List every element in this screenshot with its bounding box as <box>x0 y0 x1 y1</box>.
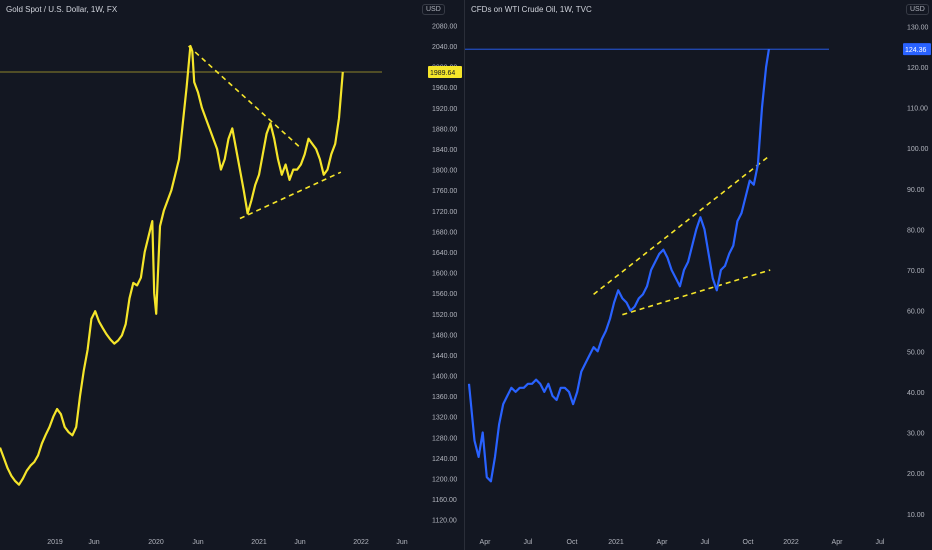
y-tick-label: 40.00 <box>907 390 925 397</box>
y-tick-label: 1280.00 <box>432 435 457 442</box>
y-tick-label: 1160.00 <box>432 497 457 504</box>
y-tick-label: 110.00 <box>907 106 928 113</box>
x-tick-label: Jun <box>88 539 99 546</box>
x-tick-label: Jun <box>396 539 407 546</box>
y-tick-label: 1120.00 <box>432 518 457 525</box>
last-price-badge <box>428 65 462 78</box>
y-tick-label: 1240.00 <box>432 456 457 463</box>
y-tick-label: 130.00 <box>907 24 929 31</box>
y-tick-label: 1400.00 <box>432 374 457 381</box>
x-tick-label: Jun <box>294 539 305 546</box>
last-price-label: 1989.64 <box>430 70 455 77</box>
y-tick-label: 2080.00 <box>432 23 457 30</box>
last-price-label: 124.36 <box>905 47 927 54</box>
y-tick-label: 70.00 <box>907 268 925 275</box>
x-tick-label: Apr <box>657 539 669 546</box>
y-tick-label: 90.00 <box>907 187 925 194</box>
y-tick-label: 1440.00 <box>432 353 457 360</box>
x-tick-label: 2022 <box>353 539 369 546</box>
x-tick-label: Oct <box>567 539 578 546</box>
oil-chart-svg: 10.00 20.00 30.00 40.00 50.00 60.00 70.00 80.00… <box>465 24 931 546</box>
y-tick-label: 50.00 <box>907 349 925 356</box>
x-tick-label: Oct <box>743 539 754 546</box>
y-tick-label: 1800.00 <box>432 168 457 175</box>
y-tick-label: 120.00 <box>907 65 929 72</box>
gold-unit-label[interactable]: USD <box>422 4 445 15</box>
y-tick-label: 2040.00 <box>432 44 457 51</box>
y-tick-label: 1880.00 <box>432 126 457 133</box>
y-tick-label: 1840.00 <box>432 147 457 154</box>
x-tick-label: Jul <box>524 539 533 546</box>
x-tick-label: Jun <box>192 539 203 546</box>
x-tick-label: Jul <box>876 539 885 546</box>
y-tick-label: 1360.00 <box>432 394 457 401</box>
x-tick-label: 2019 <box>47 539 63 546</box>
y-tick-label: 30.00 <box>907 431 925 438</box>
x-tick-label: Jul <box>701 539 710 546</box>
y-tick-label: 1200.00 <box>432 477 457 484</box>
gold-chart-svg: 1120.00 1160.00 1200.00 1240.00 1280.00 1320.… <box>0 23 462 546</box>
oil-chart-title: CFDs on WTI Crude Oil, 1W, TVC <box>471 5 592 14</box>
y-tick-label: 1760.00 <box>432 188 457 195</box>
price-series-line <box>0 44 344 486</box>
trend-line[interactable] <box>593 155 770 296</box>
price-series-line <box>467 49 770 483</box>
y-tick-label: 1520.00 <box>432 312 457 319</box>
y-tick-label: 80.00 <box>907 227 925 234</box>
trend-line[interactable] <box>622 269 771 316</box>
y-tick-label: 1680.00 <box>432 229 457 236</box>
trend-line[interactable] <box>239 171 342 220</box>
gold-chart-title: Gold Spot / U.S. Dollar, 1W, FX <box>6 5 118 14</box>
y-tick-label: 60.00 <box>907 309 925 316</box>
y-tick-label: 100.00 <box>907 146 929 153</box>
y-tick-label: 1600.00 <box>432 271 457 278</box>
x-tick-label: 2021 <box>608 539 624 546</box>
y-tick-label: 1320.00 <box>432 415 457 422</box>
y-tick-label: 1560.00 <box>432 291 457 298</box>
y-tick-label: 1920.00 <box>432 106 457 113</box>
x-tick-label: Apr <box>832 539 844 546</box>
x-tick-label: 2022 <box>783 539 799 546</box>
gold-chart-pane[interactable]: Gold Spot / U.S. Dollar, 1W, FX USD 1120… <box>0 0 464 550</box>
y-tick-label: 1480.00 <box>432 332 457 339</box>
last-price-badge <box>903 43 931 56</box>
y-tick-label: 10.00 <box>907 512 925 519</box>
y-tick-label: 1960.00 <box>432 85 457 92</box>
y-tick-label: 20.00 <box>907 471 925 478</box>
x-tick-label: Apr <box>480 539 492 546</box>
x-tick-label: 2020 <box>148 539 164 546</box>
y-tick-label: 1640.00 <box>432 250 457 257</box>
oil-chart-pane[interactable]: CFDs on WTI Crude Oil, 1W, TVC USD 10.00… <box>464 0 932 550</box>
oil-unit-label[interactable]: USD <box>906 4 929 15</box>
trend-line[interactable] <box>187 45 300 148</box>
y-tick-label: 1720.00 <box>432 209 457 216</box>
x-tick-label: 2021 <box>251 539 267 546</box>
